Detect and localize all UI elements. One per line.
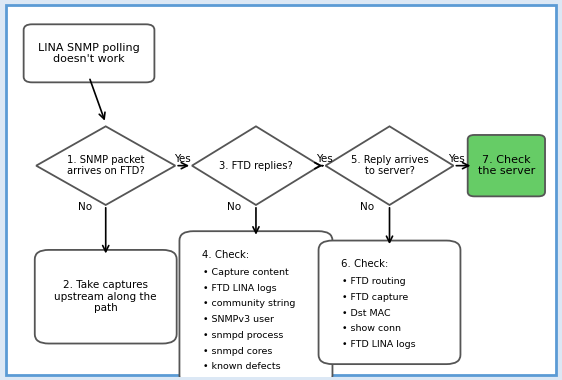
FancyBboxPatch shape — [468, 135, 545, 196]
FancyBboxPatch shape — [24, 24, 155, 82]
Text: • Dst MAC: • Dst MAC — [342, 309, 391, 318]
Text: 4. Check:: 4. Check: — [202, 250, 249, 260]
Text: Yes: Yes — [174, 154, 191, 164]
Text: 6. Check:: 6. Check: — [341, 259, 388, 269]
Text: • show conn: • show conn — [342, 325, 401, 333]
Text: 2. Take captures
upstream along the
path: 2. Take captures upstream along the path — [55, 280, 157, 314]
Text: • community string: • community string — [203, 299, 296, 308]
FancyBboxPatch shape — [6, 5, 556, 375]
Text: • FTD LINA logs: • FTD LINA logs — [203, 283, 277, 293]
FancyBboxPatch shape — [179, 231, 333, 380]
Text: No: No — [78, 202, 92, 212]
Text: 3. FTD replies?: 3. FTD replies? — [219, 161, 293, 171]
Text: • snmpd cores: • snmpd cores — [203, 347, 273, 356]
Polygon shape — [36, 126, 175, 205]
Text: • FTD routing: • FTD routing — [342, 277, 406, 286]
Text: 1. SNMP packet
arrives on FTD?: 1. SNMP packet arrives on FTD? — [67, 155, 144, 176]
Text: • Capture content: • Capture content — [203, 268, 289, 277]
Text: • SNMPv3 user: • SNMPv3 user — [203, 315, 274, 324]
Text: 7. Check
the server: 7. Check the server — [478, 155, 535, 176]
FancyBboxPatch shape — [319, 241, 460, 364]
Text: LINA SNMP polling
doesn't work: LINA SNMP polling doesn't work — [38, 43, 140, 64]
Text: Yes: Yes — [316, 154, 333, 164]
Polygon shape — [192, 126, 320, 205]
Text: Yes: Yes — [448, 154, 465, 164]
Text: • known defects: • known defects — [203, 362, 281, 371]
Text: • FTD capture: • FTD capture — [342, 293, 409, 302]
Text: No: No — [226, 202, 241, 212]
Polygon shape — [325, 126, 454, 205]
Text: 5. Reply arrives
to server?: 5. Reply arrives to server? — [351, 155, 428, 176]
Text: • FTD LINA logs: • FTD LINA logs — [342, 340, 416, 349]
Text: No: No — [360, 202, 374, 212]
Text: • snmpd process: • snmpd process — [203, 331, 284, 340]
FancyBboxPatch shape — [35, 250, 176, 344]
